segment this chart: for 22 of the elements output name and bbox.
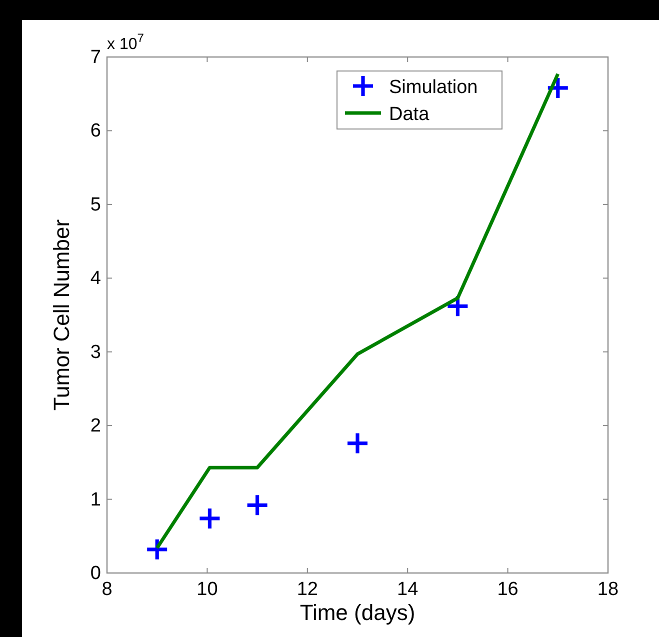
y-tick-label: 2	[90, 416, 101, 437]
y-tick-label: 1	[90, 489, 101, 510]
legend-label: Data	[389, 104, 430, 125]
x-tick-label: 12	[296, 579, 318, 600]
y-tick-label: 4	[90, 268, 102, 290]
x-tick-label: 18	[597, 579, 619, 600]
x-tick-label: 10	[196, 579, 218, 600]
text: x 10$^{7}$	[107, 31, 144, 53]
point	[348, 433, 368, 454]
x-tick-label: 14	[397, 579, 419, 600]
y-tick-label: 7	[90, 47, 101, 68]
y-axis-title: Tumor Cell Number	[49, 219, 74, 411]
point	[247, 495, 268, 516]
y-tick-label: 5	[90, 194, 101, 216]
y-tick-label: 6	[90, 120, 101, 142]
x-tick-label: 16	[497, 579, 518, 600]
x-tick-label: 8	[102, 579, 112, 600]
y-tick-label: 0	[90, 563, 101, 584]
x-axis-title: Time (days)	[300, 600, 416, 625]
legend-label: Simulation	[389, 77, 478, 98]
y-tick-label: 3	[90, 342, 101, 363]
point	[200, 508, 220, 528]
